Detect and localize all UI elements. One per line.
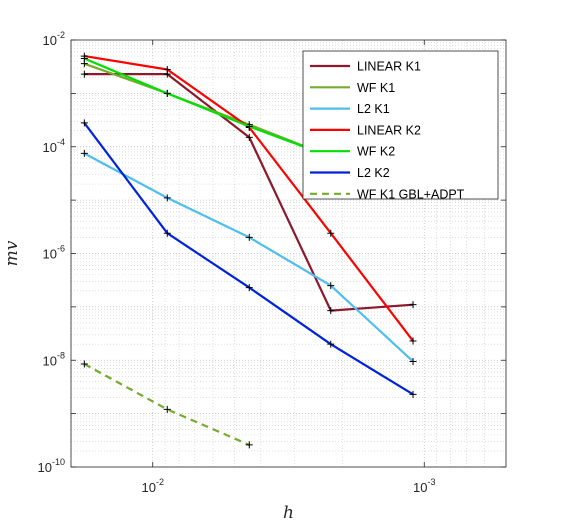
series-7 (80, 360, 253, 449)
data-point (80, 55, 88, 63)
data-point (80, 149, 88, 157)
data-point (80, 360, 88, 368)
data-point (245, 133, 253, 141)
legend-label: L2 K2 (357, 166, 390, 180)
series-1 (80, 70, 417, 315)
data-point (80, 119, 88, 127)
data-point (245, 233, 253, 241)
series-3 (80, 149, 417, 365)
data-point (409, 337, 417, 345)
x-axis-label: h (283, 503, 294, 523)
data-point (163, 194, 171, 202)
y-tick-label: 10-6 (43, 244, 65, 262)
series-6 (80, 119, 417, 398)
y-tick-label: 10-10 (38, 457, 65, 475)
legend-label: WF K1 GBL+ADPT (357, 187, 465, 201)
data-point (163, 89, 171, 97)
data-point (163, 405, 171, 413)
data-point (409, 357, 417, 365)
legend-label: LINEAR K2 (357, 123, 421, 137)
legend-label: LINEAR K1 (357, 60, 421, 74)
x-tick-label: 10-3 (413, 477, 435, 495)
ticks (71, 39, 506, 468)
series-layer (80, 52, 417, 449)
legend-box (302, 50, 499, 200)
data-point (245, 441, 253, 449)
data-point (327, 282, 335, 290)
y-tick-label: 10-8 (43, 350, 65, 368)
legend-label: L2 K1 (357, 102, 390, 116)
data-point (245, 284, 253, 292)
data-point (163, 66, 171, 74)
data-point (245, 122, 253, 130)
data-point (80, 70, 88, 78)
data-point (327, 229, 335, 237)
data-point (409, 301, 417, 309)
legend-label: WF K2 (357, 145, 395, 159)
y-axis-label: mv (2, 240, 22, 266)
data-point (163, 229, 171, 237)
data-point (327, 340, 335, 348)
y-tick-label: 10-4 (43, 137, 65, 155)
legend-label: WF K1 (357, 81, 395, 95)
y-tick-label: 10-2 (43, 30, 65, 48)
data-point (409, 390, 417, 398)
legend: LINEAR K1 WF K1 L2 K1 LINEAR K2 WF K2 L2 K2 WF… (302, 50, 499, 201)
tick-labels: 10-110-210-310-210-410-610-810-10 (38, 30, 436, 495)
x-tick-label: 10-2 (141, 477, 163, 495)
data-point (327, 307, 335, 315)
